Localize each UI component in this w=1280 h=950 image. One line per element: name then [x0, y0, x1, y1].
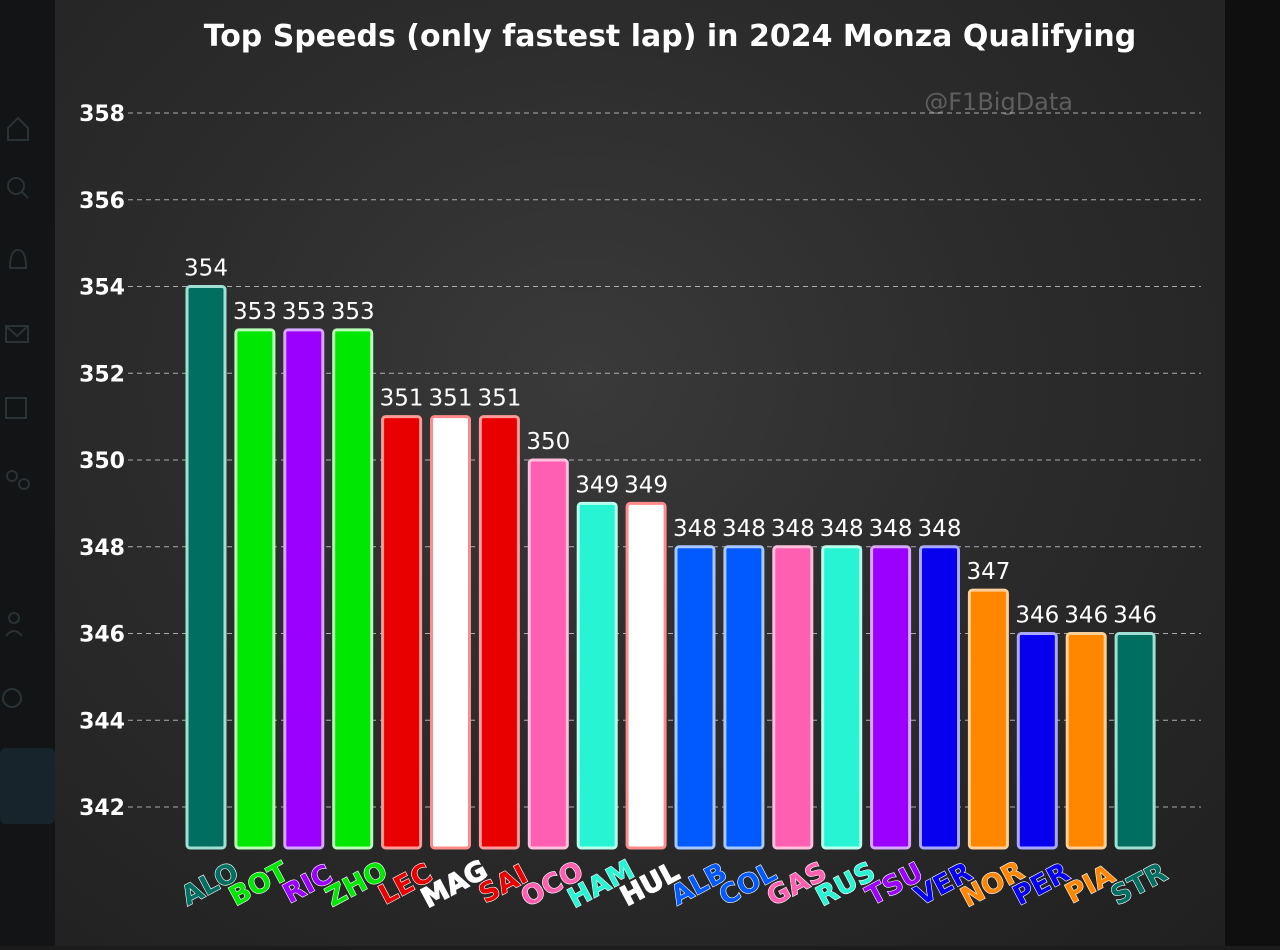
value-label-gas: 348	[771, 516, 815, 542]
mail-icon	[5, 325, 29, 343]
bar-ver	[919, 545, 960, 850]
value-label-lec: 351	[380, 386, 424, 412]
bar-ham	[576, 501, 618, 850]
value-label-ric: 353	[282, 299, 326, 325]
bar-oco	[527, 458, 569, 850]
app-sidebar-strip	[0, 0, 55, 946]
x-label-str: STR	[1106, 857, 1173, 912]
right-edge-strip	[1225, 0, 1280, 946]
post-button[interactable]	[0, 748, 55, 824]
watermark: @F1BigData	[924, 88, 1073, 116]
bar-pia	[1065, 632, 1107, 850]
value-label-nor: 347	[966, 559, 1010, 585]
x-axis-labels: ALOBOTRICZHOLECMAGSAIOCOHAMHULALBCOLGASR…	[176, 854, 1173, 916]
y-tick-label: 350	[79, 449, 125, 474]
value-label-zho: 353	[331, 299, 375, 325]
value-label-alb: 348	[673, 516, 717, 542]
bell-icon	[8, 248, 28, 269]
sidebar-ghost-icons	[0, 116, 55, 824]
bar-mag	[430, 415, 471, 850]
chart-title: Top Speeds (only fastest lap) in 2024 Mo…	[204, 19, 1137, 54]
y-tick-label: 358	[79, 102, 125, 127]
bar-tsu	[870, 545, 912, 850]
y-tick-label: 356	[79, 189, 125, 214]
value-label-str: 346	[1113, 603, 1157, 629]
bar-rus	[821, 545, 863, 850]
bar-ric	[283, 328, 325, 850]
bar-sai	[478, 415, 520, 850]
bar-zho	[332, 328, 374, 850]
bar-lec	[381, 415, 423, 850]
value-label-pia: 346	[1064, 603, 1108, 629]
bar-col	[723, 545, 765, 850]
value-label-ver: 348	[918, 516, 962, 542]
bar-bot	[234, 328, 276, 850]
value-label-sai: 351	[477, 386, 521, 412]
y-tick-label: 348	[79, 536, 125, 561]
bar-per	[1016, 632, 1058, 850]
bar-alo	[185, 285, 227, 850]
profile-icon	[5, 612, 23, 637]
value-label-alo: 354	[184, 256, 228, 282]
value-label-oco: 350	[526, 429, 570, 455]
bar-gas	[772, 545, 814, 850]
chart-panel: Top Speeds (only fastest lap) in 2024 Mo…	[55, 0, 1225, 946]
y-tick-label: 354	[79, 276, 125, 301]
y-axis-ticks: 342 344 346 348 350 352 354 356 358	[79, 102, 125, 821]
bar-alb	[674, 545, 716, 850]
y-tick-label: 346	[79, 623, 125, 648]
people-icon	[6, 470, 30, 490]
bar-hul	[625, 501, 667, 850]
edit-icon	[5, 397, 27, 419]
value-label-bot: 353	[233, 299, 277, 325]
value-label-tsu: 348	[869, 516, 913, 542]
bar-nor	[967, 588, 1009, 850]
search-icon	[7, 177, 29, 199]
home-icon	[7, 116, 29, 141]
value-label-mag: 351	[429, 386, 473, 412]
bars	[185, 285, 1156, 850]
y-tick-label: 342	[79, 796, 125, 821]
value-label-rus: 348	[820, 516, 864, 542]
y-tick-label: 352	[79, 362, 125, 387]
value-label-per: 346	[1015, 603, 1059, 629]
bar-chart: Top Speeds (only fastest lap) in 2024 Mo…	[79, 19, 1201, 916]
bar-str	[1114, 632, 1156, 850]
value-label-col: 348	[722, 516, 766, 542]
value-label-ham: 349	[575, 472, 619, 498]
value-label-hul: 349	[624, 472, 668, 498]
y-tick-label: 344	[79, 709, 125, 734]
more-icon	[2, 688, 22, 708]
